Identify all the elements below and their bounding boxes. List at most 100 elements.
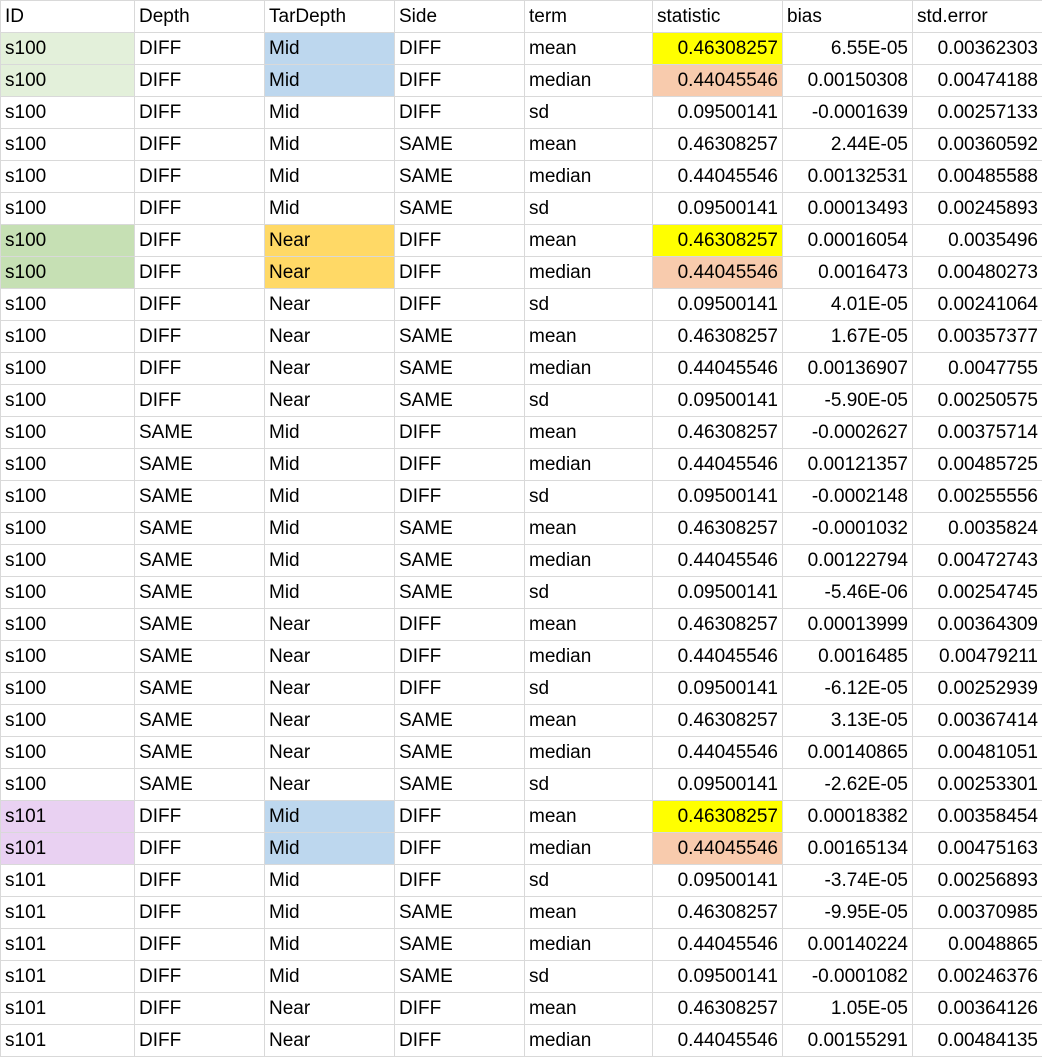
cell-id[interactable]: s100	[0, 288, 135, 321]
cell-bias[interactable]: -9.95E-05	[782, 896, 913, 929]
cell-bias[interactable]: 0.00013493	[782, 192, 913, 225]
cell-depth[interactable]: DIFF	[134, 960, 265, 993]
cell-term[interactable]: median	[524, 448, 653, 481]
cell-depth[interactable]: DIFF	[134, 992, 265, 1025]
cell-statistic[interactable]: 0.44045546	[652, 640, 783, 673]
cell-statistic[interactable]: 0.09500141	[652, 288, 783, 321]
cell-side[interactable]: DIFF	[394, 672, 525, 705]
cell-bias[interactable]: 0.00121357	[782, 448, 913, 481]
cell-depth[interactable]: SAME	[134, 480, 265, 513]
cell-term[interactable]: mean	[524, 704, 653, 737]
cell-id[interactable]: s100	[0, 768, 135, 801]
cell-statistic[interactable]: 0.09500141	[652, 960, 783, 993]
cell-depth[interactable]: DIFF	[134, 96, 265, 129]
cell-tardepth[interactable]: Near	[264, 672, 395, 705]
cell-id[interactable]: s101	[0, 832, 135, 865]
cell-id[interactable]: s100	[0, 512, 135, 545]
cell-depth[interactable]: SAME	[134, 704, 265, 737]
cell-statistic[interactable]: 0.09500141	[652, 768, 783, 801]
cell-std-error[interactable]: 0.00485725	[912, 448, 1042, 481]
cell-std-error[interactable]: 0.0035824	[912, 512, 1042, 545]
cell-depth[interactable]: DIFF	[134, 224, 265, 257]
cell-side[interactable]: SAME	[394, 768, 525, 801]
cell-term[interactable]: sd	[524, 192, 653, 225]
cell-statistic[interactable]: 0.46308257	[652, 800, 783, 833]
cell-tardepth[interactable]: Mid	[264, 96, 395, 129]
cell-depth[interactable]: SAME	[134, 576, 265, 609]
cell-tardepth[interactable]: Near	[264, 768, 395, 801]
cell-bias[interactable]: 2.44E-05	[782, 128, 913, 161]
cell-std-error[interactable]: 0.0048865	[912, 928, 1042, 961]
cell-statistic[interactable]: 0.09500141	[652, 672, 783, 705]
cell-std-error[interactable]: 0.00481051	[912, 736, 1042, 769]
cell-id[interactable]: s100	[0, 480, 135, 513]
cell-term[interactable]: mean	[524, 896, 653, 929]
cell-id[interactable]: s100	[0, 32, 135, 65]
cell-tardepth[interactable]: Mid	[264, 960, 395, 993]
cell-bias[interactable]: -0.0001082	[782, 960, 913, 993]
cell-term[interactable]: sd	[524, 480, 653, 513]
cell-id[interactable]: s100	[0, 608, 135, 641]
cell-tardepth[interactable]: Near	[264, 384, 395, 417]
cell-std-error[interactable]: 0.00362303	[912, 32, 1042, 65]
cell-statistic[interactable]: 0.09500141	[652, 576, 783, 609]
cell-bias[interactable]: -0.0001639	[782, 96, 913, 129]
cell-bias[interactable]: 1.67E-05	[782, 320, 913, 353]
cell-bias[interactable]: 0.00165134	[782, 832, 913, 865]
cell-statistic[interactable]: 0.44045546	[652, 352, 783, 385]
cell-id[interactable]: s100	[0, 640, 135, 673]
cell-side[interactable]: DIFF	[394, 800, 525, 833]
cell-id[interactable]: s100	[0, 384, 135, 417]
cell-statistic[interactable]: 0.09500141	[652, 864, 783, 897]
cell-bias[interactable]: -0.0001032	[782, 512, 913, 545]
cell-std-error[interactable]: 0.00480273	[912, 256, 1042, 289]
cell-depth[interactable]: DIFF	[134, 160, 265, 193]
cell-bias[interactable]: 0.00140224	[782, 928, 913, 961]
cell-depth[interactable]: SAME	[134, 736, 265, 769]
cell-bias[interactable]: 0.00132531	[782, 160, 913, 193]
cell-depth[interactable]: DIFF	[134, 256, 265, 289]
cell-bias[interactable]: 0.0016473	[782, 256, 913, 289]
cell-tardepth[interactable]: Near	[264, 736, 395, 769]
cell-depth[interactable]: DIFF	[134, 800, 265, 833]
cell-id[interactable]: s101	[0, 864, 135, 897]
cell-bias[interactable]: -0.0002148	[782, 480, 913, 513]
cell-side[interactable]: SAME	[394, 512, 525, 545]
cell-std-error[interactable]: 0.00255556	[912, 480, 1042, 513]
cell-id[interactable]: s100	[0, 96, 135, 129]
cell-std-error[interactable]: 0.00370985	[912, 896, 1042, 929]
cell-term[interactable]: sd	[524, 864, 653, 897]
cell-id[interactable]: s100	[0, 352, 135, 385]
cell-std-error[interactable]: 0.00250575	[912, 384, 1042, 417]
cell-term[interactable]: sd	[524, 672, 653, 705]
cell-bias[interactable]: 0.00122794	[782, 544, 913, 577]
cell-bias[interactable]: -6.12E-05	[782, 672, 913, 705]
cell-std-error[interactable]: 0.00479211	[912, 640, 1042, 673]
cell-term[interactable]: median	[524, 256, 653, 289]
cell-std-error[interactable]: 0.00256893	[912, 864, 1042, 897]
cell-id[interactable]: s100	[0, 224, 135, 257]
cell-std-error[interactable]: 0.00358454	[912, 800, 1042, 833]
cell-tardepth[interactable]: Near	[264, 352, 395, 385]
cell-std-error[interactable]: 0.00357377	[912, 320, 1042, 353]
cell-statistic[interactable]: 0.44045546	[652, 544, 783, 577]
cell-depth[interactable]: DIFF	[134, 192, 265, 225]
cell-std-error[interactable]: 0.00485588	[912, 160, 1042, 193]
cell-side[interactable]: SAME	[394, 736, 525, 769]
cell-side[interactable]: DIFF	[394, 256, 525, 289]
cell-std-error[interactable]: 0.00472743	[912, 544, 1042, 577]
cell-id[interactable]: s100	[0, 544, 135, 577]
cell-tardepth[interactable]: Mid	[264, 128, 395, 161]
cell-side[interactable]: SAME	[394, 160, 525, 193]
cell-bias[interactable]: 0.00150308	[782, 64, 913, 97]
cell-tardepth[interactable]: Near	[264, 320, 395, 353]
cell-term[interactable]: sd	[524, 288, 653, 321]
cell-tardepth[interactable]: Mid	[264, 32, 395, 65]
cell-id[interactable]: s100	[0, 192, 135, 225]
cell-depth[interactable]: DIFF	[134, 896, 265, 929]
cell-depth[interactable]: SAME	[134, 512, 265, 545]
column-header-statistic[interactable]: statistic	[652, 0, 783, 33]
cell-id[interactable]: s101	[0, 896, 135, 929]
cell-std-error[interactable]: 0.0035496	[912, 224, 1042, 257]
cell-tardepth[interactable]: Mid	[264, 512, 395, 545]
